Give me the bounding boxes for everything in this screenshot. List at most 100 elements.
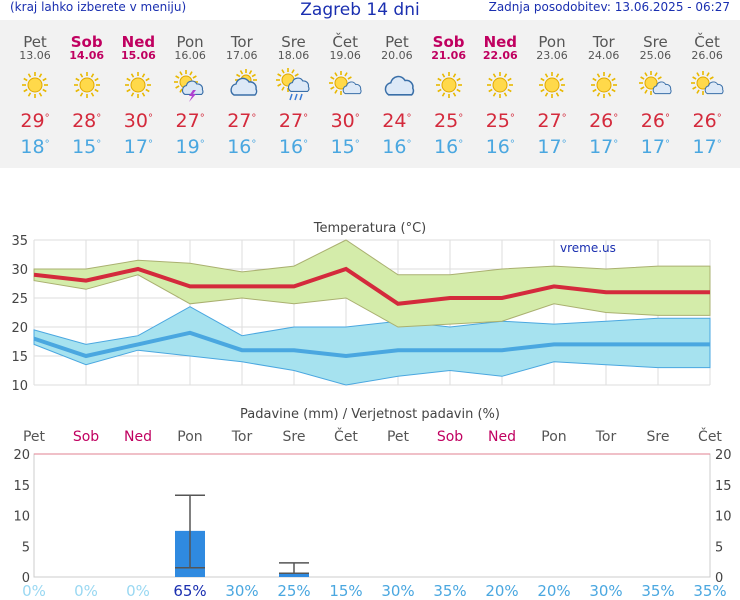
day-forecast: Sre 18.06 27° 16° (268, 20, 320, 160)
precip-probability: 20% (485, 582, 519, 600)
min-temp-line (33, 330, 710, 359)
y-tick-label: 35 (11, 234, 28, 249)
degree-sign: ° (44, 139, 50, 150)
max-temp: 26° (640, 110, 670, 132)
day-date: 17.06 (226, 49, 258, 62)
y-tick-label: 30 (11, 263, 28, 278)
day-date: 21.06 (431, 49, 466, 62)
precip-y-tick-left: 20 (13, 448, 30, 463)
degree-sign: ° (251, 139, 257, 150)
min-temp: 17° (589, 136, 619, 158)
sun-thunder-icon (174, 70, 204, 102)
day-date: 26.06 (691, 49, 723, 62)
day-forecast: Tor 24.06 26° 17° (578, 20, 630, 160)
y-tick-label: 15 (11, 350, 28, 365)
max-temp: 26° (692, 110, 722, 132)
min-temp: 16° (382, 136, 412, 158)
precip-day-label: Sre (282, 429, 306, 445)
sun-cloud-icon (230, 69, 258, 96)
precip-y-tick-right: 15 (715, 479, 732, 494)
day-name: Pon (176, 33, 204, 51)
day-date: 20.06 (381, 49, 413, 62)
degree-sign: ° (509, 139, 515, 150)
min-temp: 17° (692, 136, 722, 158)
degree-sign: ° (613, 139, 619, 150)
y-tick-label: 10 (11, 379, 28, 394)
day-forecast: Ned 22.06 25° 16° (474, 20, 526, 160)
day-forecast: Čet 26.06 26° 17° (681, 20, 733, 160)
max-temp: 30° (123, 110, 153, 132)
sun-icon (435, 72, 462, 98)
day-date: 23.06 (536, 49, 568, 62)
precip-day-label: Tor (595, 429, 617, 445)
min-temp: 17° (123, 136, 153, 158)
max-temp: 30° (330, 110, 360, 132)
day-forecast: Sob 21.06 25° 16° (423, 20, 475, 160)
degree-sign: ° (199, 139, 205, 150)
precip-day-label: Ned (488, 429, 516, 445)
precip-day-label: Pet (22, 429, 46, 445)
day-forecast: Sre 25.06 26° 17° (629, 20, 681, 160)
max-temp: 27° (175, 110, 205, 132)
hint-text: (kraj lahko izberete v meniju) (10, 0, 187, 14)
day-forecast: Pet 13.06 29° 18° (9, 20, 61, 160)
sun-small-cloud-icon (691, 71, 724, 95)
min-temp: 15° (330, 136, 360, 158)
min-temp: 16° (485, 136, 515, 158)
degree-sign: ° (199, 113, 205, 124)
day-forecast: Pon 16.06 27° 19° (164, 20, 216, 160)
y-tick-label: 20 (11, 321, 28, 336)
precip-y-tick-right: 0 (715, 571, 723, 586)
degree-sign: ° (303, 113, 309, 124)
y-tick-label: 25 (11, 292, 28, 307)
min-temp: 17° (640, 136, 670, 158)
sun-rain-icon (275, 68, 309, 101)
precip-day-label: Tor (231, 429, 253, 445)
day-name: Pon (538, 33, 566, 51)
precip-day-label: Sob (436, 429, 464, 445)
max-temp: 29° (20, 110, 50, 132)
day-date: 16.06 (174, 49, 206, 62)
precip-probability: 30% (589, 582, 623, 600)
degree-sign: ° (458, 139, 464, 150)
degree-sign: ° (458, 113, 464, 124)
precip-day-label: Sre (646, 429, 670, 445)
precip-probability: 0% (22, 582, 46, 600)
degree-sign: ° (96, 113, 102, 124)
precip-probability: 30% (225, 582, 259, 600)
precip-probability: 25% (277, 582, 311, 600)
degree-sign: ° (613, 113, 619, 124)
degree-sign: ° (354, 113, 360, 124)
degree-sign: ° (251, 113, 257, 124)
precip-day-label: Pon (541, 429, 567, 445)
min-temp: 16° (278, 136, 309, 158)
day-date: 25.06 (639, 49, 672, 62)
precip-probability: 0% (74, 582, 98, 600)
day-date: 19.06 (329, 49, 361, 62)
degree-sign: ° (406, 139, 412, 150)
sun-icon (125, 72, 152, 98)
precip-day-label: Ned (124, 429, 152, 445)
day-name: Tor (230, 33, 253, 51)
day-name: Pet (385, 33, 409, 51)
precip-y-tick-right: 20 (715, 448, 732, 463)
min-temp-band (33, 306, 711, 386)
max-temp: 27° (227, 110, 257, 132)
precip-day-label: Pet (386, 429, 410, 445)
day-name: Tor (592, 33, 615, 51)
sun-icon (590, 72, 617, 98)
degree-sign: ° (354, 139, 360, 150)
max-temp: 25° (434, 110, 464, 132)
day-name: Čet (694, 33, 720, 51)
precip-y-tick-left: 5 (22, 540, 30, 555)
degree-sign: ° (509, 113, 515, 124)
min-temp: 16° (434, 136, 464, 158)
max-temp-line (33, 266, 710, 306)
max-temp: 25° (485, 110, 515, 132)
precip-y-tick-right: 10 (715, 510, 732, 525)
daily-forecast-strip: Pet 13.06 29° 18° Sob 14.06 28° 15° Ned 15.06 30° 1… (0, 20, 740, 168)
precip-day-label: Čet (698, 429, 722, 445)
degree-sign: ° (147, 113, 153, 124)
precip-y-tick-left: 15 (13, 479, 30, 494)
day-name: Sre (281, 33, 306, 51)
